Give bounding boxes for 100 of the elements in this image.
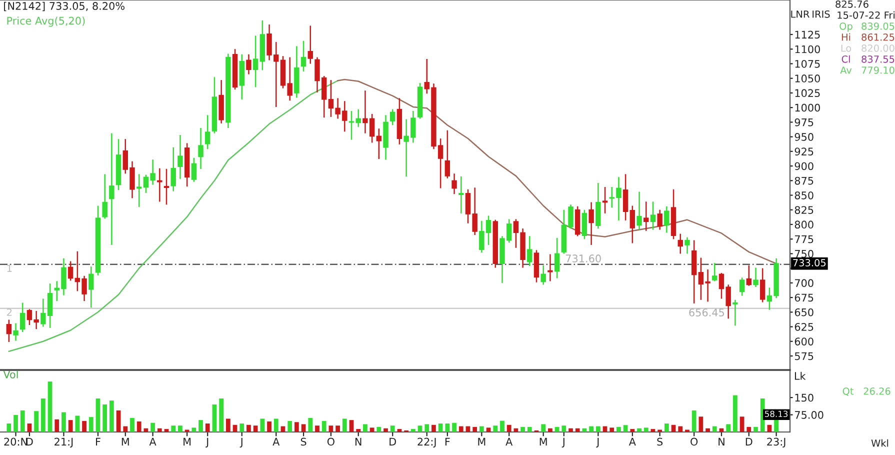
y-tick-label: 150 [795, 394, 814, 402]
candlestick [678, 234, 683, 254]
candlestick [164, 168, 170, 205]
y-tick-label: 850 [794, 191, 814, 200]
bar [520, 426, 525, 432]
text: 26.26 [864, 387, 890, 395]
text: 837.55 [862, 55, 894, 63]
bar [219, 398, 224, 432]
candlestick [753, 268, 758, 288]
bar [418, 426, 422, 432]
bar [27, 424, 32, 432]
candlestick [582, 210, 588, 240]
candlestick [732, 300, 738, 326]
bar [144, 428, 148, 432]
candlestick [6, 320, 12, 342]
candlestick [534, 250, 540, 282]
bar [732, 395, 738, 432]
bar [192, 428, 196, 432]
candlestick [390, 109, 396, 126]
text: Op [840, 22, 852, 32]
annotation: 1 [7, 264, 12, 272]
bar [644, 428, 648, 432]
candlestick [20, 302, 26, 332]
bar [68, 420, 73, 432]
bar [232, 424, 238, 432]
bar [34, 411, 39, 432]
bar [116, 410, 121, 432]
text: 15-07-22 Fri [838, 11, 894, 19]
bar [692, 410, 696, 432]
bar [363, 424, 368, 432]
bar [253, 426, 258, 432]
y-tick-label: 950 [794, 133, 814, 141]
bar [754, 426, 758, 432]
y-tick-label: 975 [794, 118, 814, 126]
text: 779.10 [862, 66, 894, 74]
bar [301, 424, 306, 432]
bar [308, 418, 313, 432]
y-tick-label: 800 [794, 220, 814, 229]
bar [746, 426, 752, 432]
candlestick [102, 174, 108, 219]
bar [88, 417, 94, 432]
x-tick-label: M [540, 438, 547, 446]
candlestick [760, 268, 766, 302]
x-tick-label: N [718, 438, 724, 446]
y-tick-label: 1000 [795, 104, 820, 112]
bar [96, 398, 100, 432]
y-tick-label: 600 [794, 338, 814, 346]
bar [664, 424, 669, 432]
bar [623, 425, 628, 432]
bar [472, 426, 478, 432]
bar [610, 428, 614, 432]
bar [596, 426, 600, 432]
bar [376, 426, 382, 432]
bar [136, 421, 142, 432]
bar [212, 404, 217, 432]
bar [493, 426, 498, 432]
candlestick [109, 133, 114, 245]
bar [171, 426, 176, 432]
bar [62, 412, 66, 432]
bar [322, 420, 326, 432]
bar [616, 426, 621, 432]
y-tick-label: 650 [794, 308, 814, 316]
x-tick-label: F [445, 438, 450, 446]
bar [575, 428, 580, 432]
x-tick-label: S [657, 438, 663, 446]
candlestick [664, 206, 670, 233]
x-tick-label: J [562, 438, 564, 448]
bar [452, 422, 456, 432]
bar [294, 422, 299, 432]
line-series [8, 80, 338, 352]
bar [328, 426, 334, 432]
x-tick-label: 23:J [767, 438, 786, 448]
y-tick-label: 1025 [795, 89, 820, 98]
candlestick [554, 238, 560, 278]
candlestick [650, 202, 656, 230]
bar [226, 418, 230, 432]
bar [315, 426, 320, 432]
ref-line-label: 731.60 [566, 254, 601, 262]
text: LNR [791, 10, 810, 18]
bar [445, 424, 450, 432]
y-tick-label: 825 [794, 206, 814, 214]
annotation: 733.05 [793, 259, 826, 266]
bar [246, 424, 251, 432]
text: Wkl [871, 439, 888, 447]
x-tick-label: J [206, 438, 208, 448]
bar [726, 424, 731, 432]
bar [500, 420, 504, 432]
bar [109, 400, 114, 432]
bar [698, 416, 704, 432]
bar [767, 424, 772, 432]
candlestick [630, 206, 636, 244]
bar [548, 428, 552, 432]
candlestick [204, 115, 210, 150]
text: 861.25 [862, 33, 894, 41]
y-tick-label: 925 [794, 148, 814, 156]
bar [20, 410, 25, 432]
bar [397, 429, 402, 432]
candlestick [308, 26, 313, 64]
bar [390, 426, 395, 432]
bar [164, 429, 169, 432]
